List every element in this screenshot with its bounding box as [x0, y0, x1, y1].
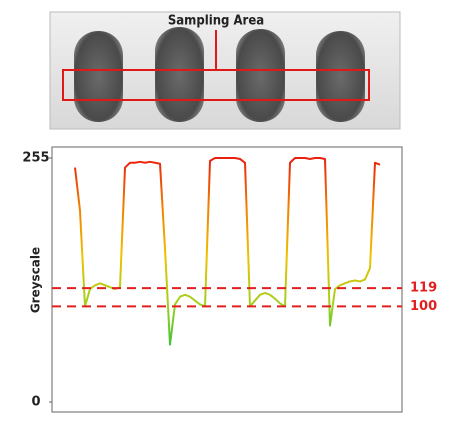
- profile-line: [74, 157, 381, 346]
- reference-label: 119: [410, 281, 437, 296]
- y-axis-label: Greyscale: [29, 247, 43, 313]
- annotation: Sampling Area: [168, 14, 264, 29]
- pill: [155, 27, 204, 122]
- y-tick-label: 255: [22, 151, 49, 166]
- pill: [316, 31, 365, 122]
- reference-label: 100: [410, 299, 437, 314]
- sample-photo: Sampling Area: [49, 11, 401, 130]
- pill: [74, 31, 123, 122]
- pill: [236, 29, 285, 122]
- plot-frame: [51, 146, 403, 413]
- plot: [74, 157, 381, 346]
- y-tick-label: 0: [31, 395, 40, 410]
